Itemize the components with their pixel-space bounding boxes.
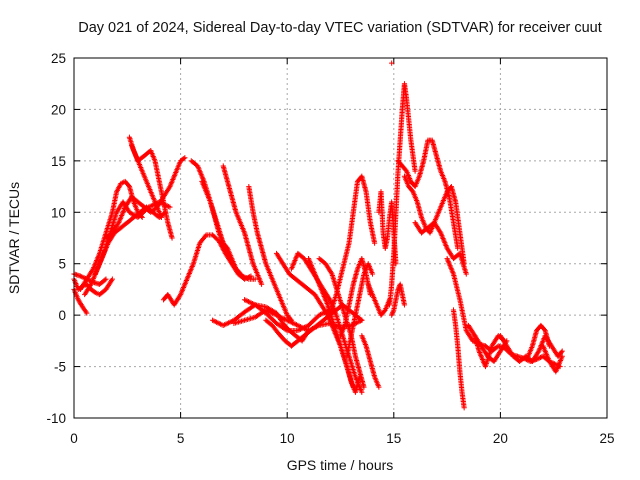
series-track-02 (71, 286, 90, 316)
plot-frame (73, 57, 608, 419)
series-track-34 (412, 219, 469, 277)
x-tick-label: 20 (493, 431, 508, 446)
data-point (359, 389, 365, 395)
series-track-13 (220, 163, 265, 287)
data-point (393, 261, 399, 267)
data-point (412, 168, 418, 174)
data-point (169, 235, 175, 241)
x-tick-label: 15 (386, 431, 401, 446)
series-track-05 (77, 178, 145, 293)
data-point (389, 60, 395, 66)
x-tick-label: 0 (70, 431, 78, 446)
data-point (138, 213, 144, 219)
data-point (259, 281, 265, 287)
data-point (358, 316, 364, 323)
axis-ticks (73, 57, 608, 419)
data-point (401, 302, 408, 308)
data-point (181, 155, 187, 162)
series-track-10 (160, 232, 254, 308)
y-tick-label: -5 (54, 360, 66, 375)
x-tick-label: 25 (599, 431, 614, 446)
data-point (372, 240, 378, 246)
y-tick-label: 20 (51, 102, 66, 117)
x-axis-title: GPS time / hours (287, 457, 394, 473)
data-point (84, 310, 90, 316)
data-point (102, 277, 108, 283)
data-point (237, 271, 243, 277)
x-tick-labels: 0 5 10 15 20 25 (70, 431, 614, 446)
data-point (546, 343, 553, 349)
series-track-24 (327, 173, 378, 318)
data-point (248, 273, 254, 279)
data-point (359, 317, 365, 323)
data-point (559, 348, 565, 354)
data-point (103, 276, 109, 282)
data-point (167, 204, 173, 210)
y-tick-label: -10 (46, 411, 66, 426)
data-point (252, 276, 258, 282)
x-tick-label: 5 (177, 431, 185, 446)
y-tick-label: 0 (58, 308, 66, 323)
series-track-14 (246, 183, 295, 323)
x-tick-label: 10 (280, 431, 295, 446)
data-point (158, 214, 165, 221)
chart-title: Day 021 of 2024, Sidereal Day-to-day VTE… (78, 20, 602, 36)
series-track-25 (344, 261, 376, 359)
series-track-32 (395, 137, 461, 251)
series-track-26 (359, 333, 382, 390)
data-point (283, 327, 289, 333)
series-track-12 (199, 178, 243, 277)
data-point (361, 384, 367, 390)
data-point (369, 271, 376, 277)
y-tick-label: 10 (51, 205, 66, 220)
series-track-29 (386, 81, 418, 308)
y-tick-label: 15 (51, 154, 66, 169)
grid (74, 58, 607, 418)
series-track-09 (128, 142, 165, 221)
series-track-31 (389, 60, 395, 66)
y-tick-label: 5 (58, 257, 66, 272)
data-point (461, 405, 467, 411)
series-track-27 (365, 281, 393, 318)
data-point (139, 214, 145, 221)
data-point (182, 155, 188, 161)
series-track-40 (525, 322, 553, 359)
y-axis-title: SDTVAR / TECUs (6, 182, 22, 294)
series-track-35 (450, 307, 467, 411)
y-tick-label: 25 (51, 51, 66, 66)
data-point (558, 349, 564, 355)
data-points (71, 60, 565, 411)
data-point (463, 271, 469, 277)
data-point (559, 353, 565, 359)
series-track-22 (316, 255, 367, 390)
data-point (236, 270, 243, 276)
data-point (376, 384, 382, 390)
series-track-30 (389, 281, 408, 318)
data-point (109, 276, 115, 282)
series-track-17 (241, 297, 333, 334)
series-track-41 (540, 343, 565, 375)
data-point (202, 233, 208, 239)
y-tick-labels: -10 -5 0 5 10 15 20 25 (46, 51, 66, 426)
